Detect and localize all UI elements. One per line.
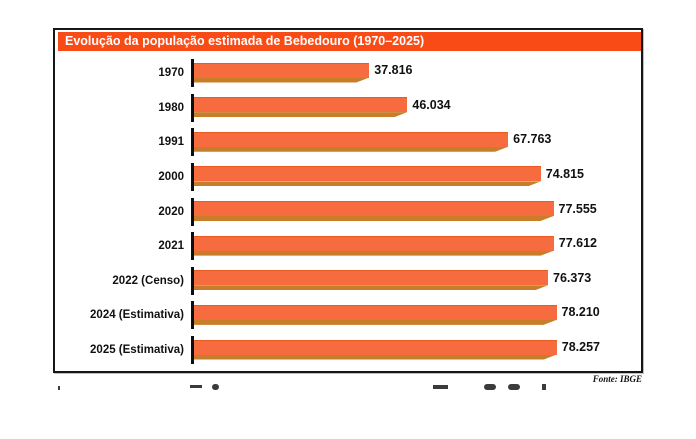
bar-row: 2000 74.815 [55,160,639,194]
value-label: 77.555 [558,201,597,216]
cropped-text-artifact [508,384,520,390]
axis-tick [191,266,194,295]
bar-3d-shadow [194,181,541,186]
bar-track: 77.612 [194,229,639,263]
axis-tick [191,232,194,261]
category-label: 1980 [158,101,184,114]
bar [194,131,509,153]
bar-track: 74.815 [194,160,639,194]
category-label: 1991 [158,136,184,149]
bar [194,166,541,187]
bar-3d-shadow [194,251,554,256]
axis-tick [191,336,194,364]
bar [194,304,557,326]
bar-track: 46.034 [194,91,639,125]
cropped-text-artifact [212,384,219,390]
bar [194,235,554,257]
bar [194,62,370,84]
cropped-text-artifact [58,386,60,390]
value-label: 46.034 [412,97,451,112]
bar-track: 76.373 [194,264,639,298]
bar-row: 2022 (Censo) 76.373 [55,264,639,298]
axis-tick [191,128,194,157]
value-label: 78.210 [561,305,600,320]
axis-tick [191,162,194,191]
category-label: 2025 (Estimativa) [90,344,184,356]
category-label: 2021 [158,240,184,253]
category-label: 2024 (Estimativa) [90,309,184,322]
bar-face [194,201,554,216]
bar-face [194,304,557,320]
axis-tick [191,59,194,87]
cropped-text-artifact [484,384,496,390]
value-label: 76.373 [553,270,592,285]
cropped-text-artifact [542,384,546,390]
bar-row: 2021 77.612 [55,229,639,263]
bar-face [194,62,370,78]
chart-title-bar: Evolução da população estimada de Bebedo… [58,32,641,51]
bar-3d-shadow [194,216,554,221]
bar-face [194,97,408,113]
cropped-text-artifact [190,385,202,388]
bar-track: 78.257 [194,333,639,367]
bar-3d-shadow [194,147,508,152]
category-label: 2022 (Censo) [112,274,184,287]
bar [194,201,554,222]
axis-tick [191,93,194,122]
chart-title: Evolução da população estimada de Bebedo… [65,34,425,48]
bar-3d-shadow [194,112,407,117]
value-label: 67.763 [513,132,552,147]
bar-3d-shadow [194,320,557,325]
bar-row: 2024 (Estimativa) 78.210 [55,298,639,332]
bar-track: 77.555 [194,195,639,229]
source-credit: Fonte: IBGE [592,374,642,384]
category-label: 2020 [158,205,184,218]
bar-face [194,166,541,182]
axis-tick [191,197,194,226]
bar [194,97,408,118]
bar-row: 1980 46.034 [55,91,639,125]
value-label: 77.612 [558,236,598,251]
bar-face [194,339,557,355]
bar-3d-shadow [194,355,557,360]
bar-track: 37.816 [194,56,639,90]
bar-face [194,131,509,147]
bar-row: 2025 (Estimativa) 78.257 [55,333,639,367]
cropped-text-artifact [433,385,448,389]
value-label: 74.815 [545,166,585,181]
chart-container: Evolução da população estimada de Bebedo… [53,28,643,373]
category-label: 1970 [158,67,184,79]
bar-track: 78.210 [194,298,639,332]
bar-3d-shadow [194,285,548,290]
value-label: 37.816 [374,63,413,77]
bar-face [194,270,549,286]
value-label: 78.257 [561,340,600,354]
bar-row: 1970 37.816 [55,56,639,90]
bar-rows: 1970 37.816 1980 46.034 1991 67.763 2000 74.815… [55,56,639,367]
axis-tick [191,301,194,330]
bar-row: 1991 67.763 [55,125,639,159]
bar-3d-shadow [194,78,369,83]
bar [194,339,557,361]
bar-row: 2020 77.555 [55,195,639,229]
bar-track: 67.763 [194,125,639,159]
category-label: 2000 [158,170,184,183]
bar-face [194,235,554,251]
bar [194,270,549,291]
